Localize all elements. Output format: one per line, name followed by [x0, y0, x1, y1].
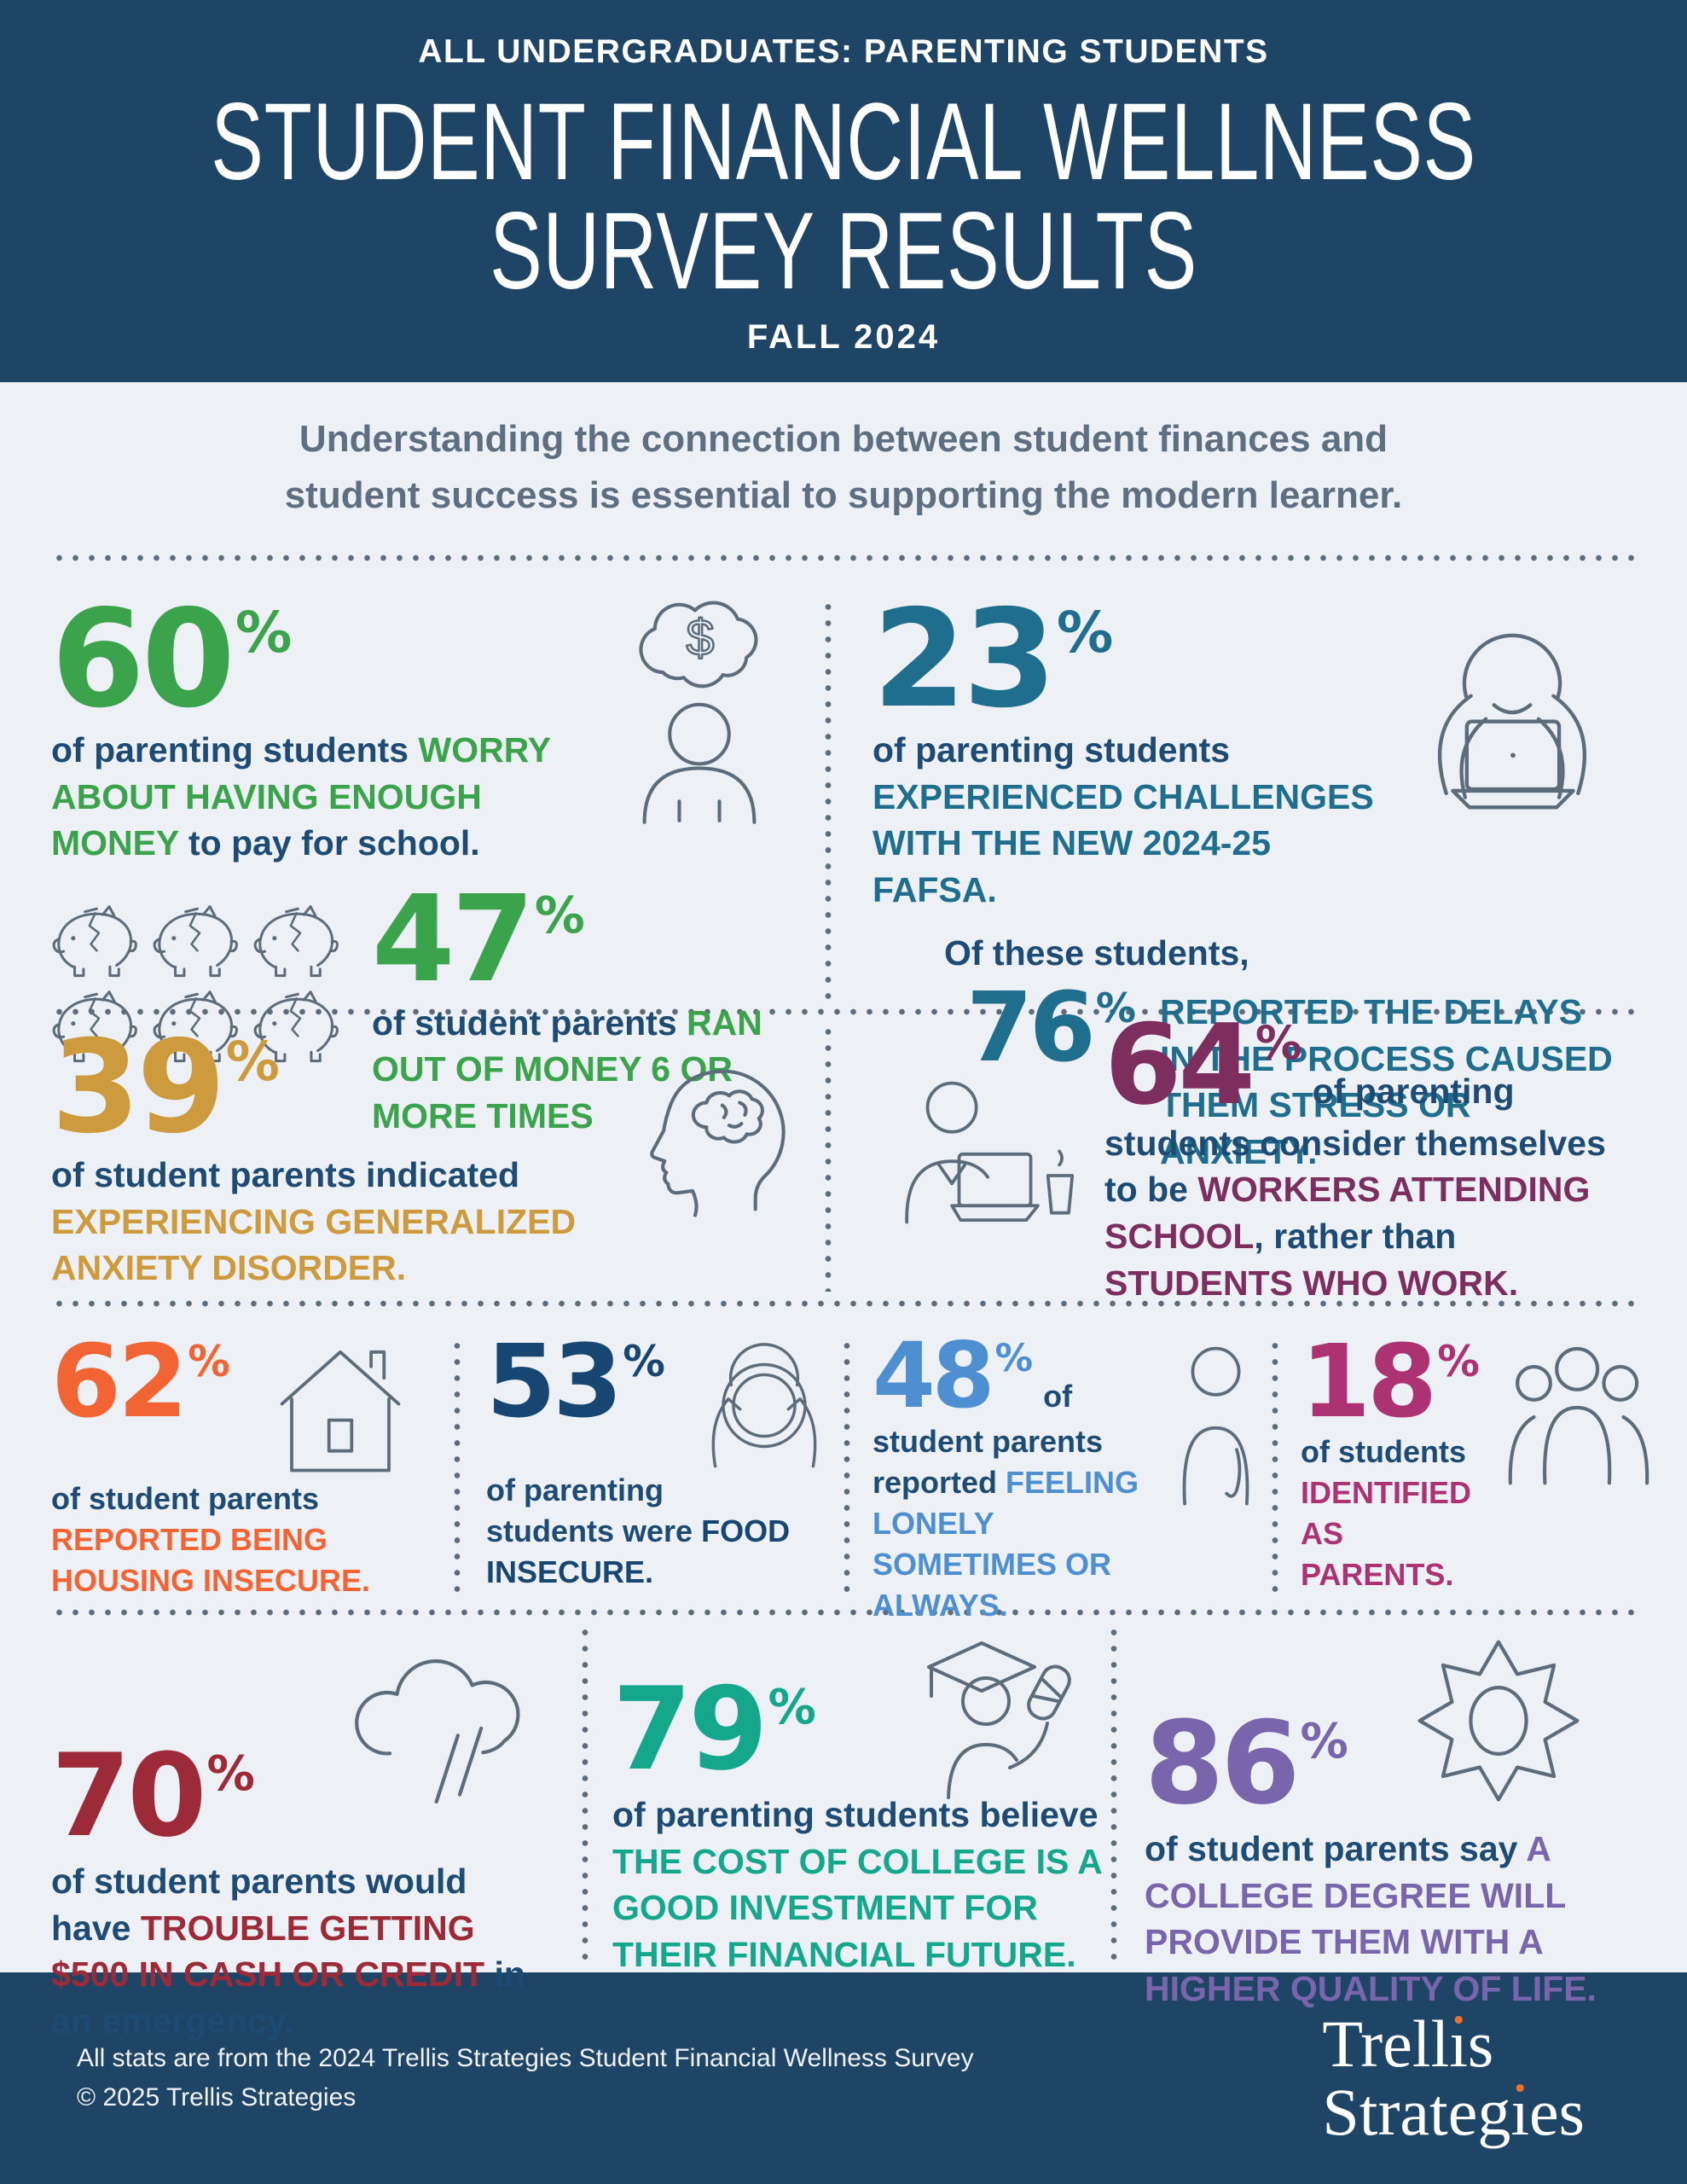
header-kicker: ALL UNDERGRADUATES: PARENTING STUDENTS — [418, 33, 1269, 70]
dotted-divider-vertical — [823, 1024, 833, 1292]
dotted-divider — [51, 1298, 1636, 1309]
stat-47-text: of student parents RAN OUT OF MONEY 6 OR… — [372, 1002, 762, 1136]
footer-note: All stats are from the 2024 Trellis Stra… — [77, 2039, 974, 2118]
stat-workers-cell: 64%of parenting students consider themse… — [833, 1009, 1636, 1306]
row-money-worries: 60% of parenting students WORRY ABOUT HA… — [0, 563, 1687, 1171]
svg-text:$: $ — [687, 609, 715, 666]
trellis-strategies-logo: Trellıs Strategıes — [1322, 2010, 1585, 2146]
piggy-bank-icon — [252, 903, 348, 981]
piggy-bank-icon — [51, 903, 147, 981]
stat-62-text: of student parents REPORTED BEING HOUSIN… — [51, 1481, 371, 1598]
plate-hands-icon — [711, 1343, 817, 1468]
stat-lonely-cell: 48%of student parents reported FEELING L… — [852, 1331, 1270, 1623]
header-subtitle: FALL 2024 — [746, 318, 941, 356]
stat-62-value: 62% — [51, 1322, 230, 1440]
dotted-divider-vertical — [1109, 1624, 1119, 1966]
stat-23-text: of parenting students EXPERIENCED CHALLEN… — [872, 730, 1374, 909]
stat-emergency-cell: 70% of student parents would have TROUBL… — [51, 1618, 580, 2041]
graduate-diploma-icon — [927, 1641, 1071, 1799]
logo-word-trellis: Trellıs — [1322, 2007, 1494, 2082]
header-banner: ALL UNDERGRADUATES: PARENTING STUDENTS S… — [0, 0, 1687, 382]
stat-39-value: 39% — [51, 1014, 280, 1163]
house-icon — [280, 1350, 401, 1472]
stat-food-cell: 53% of parenting students were FOOD INSE… — [462, 1331, 842, 1607]
stat-anxiety-cell: 39% of student parents indicated EXPERIE… — [51, 1024, 823, 1292]
stat-64-value: 64% — [1104, 999, 1302, 1130]
footer-banner: All stats are from the 2024 Trellis Stra… — [0, 1972, 1687, 2184]
row-outlook: 70% of student parents would have TROUBL… — [0, 1618, 1687, 2041]
stat-parents-cell: 18% of students IDENTIFIED AS PARENTS. — [1280, 1331, 1669, 1607]
dotted-divider-vertical — [580, 1624, 590, 1966]
stat-53-value: 53% — [486, 1322, 665, 1440]
stat-39-text: of student parents indicated EXPERIENCIN… — [51, 1155, 577, 1288]
stat-60-text: of parenting students WORRY ABOUT HAVING… — [51, 730, 551, 863]
stat-47-value: 47% — [372, 869, 585, 1009]
worker-coffee-icon — [905, 1081, 1075, 1224]
stat-housing-cell: 62% of student parents REPORTED BEING HO… — [51, 1331, 452, 1607]
intro-text: Understanding the connection between stu… — [284, 418, 1403, 516]
dotted-divider — [51, 1607, 1636, 1618]
stat-18-text: of students IDENTIFIED AS PARENTS. — [1301, 1434, 1472, 1592]
fafsa-followup-lead: Of these students, — [944, 933, 1249, 973]
dotted-divider-vertical — [823, 599, 833, 1000]
rain-cloud-icon — [355, 1659, 520, 1804]
stat-18-value: 18% — [1301, 1322, 1480, 1440]
sun-icon — [1417, 1640, 1580, 1802]
footer-note-line2: © 2025 Trellis Strategies — [77, 2083, 357, 2111]
stat-fafsa-cell: 23% of parenting students EXPERIENCED CHA… — [833, 581, 1636, 1171]
brain-head-icon — [650, 1069, 786, 1217]
row-insecurity: 62% of student parents REPORTED BEING HO… — [0, 1309, 1687, 1623]
stat-64-text: 64%of parenting students consider themse… — [1104, 999, 1606, 1303]
thought-dollar-icon: $ — [639, 601, 758, 824]
stat-worry-money-cell: 60% of parenting students WORRY ABOUT HA… — [51, 581, 823, 1136]
dotted-divider-vertical — [452, 1338, 462, 1600]
stat-79-text: of parenting students believe THE COST O… — [612, 1795, 1102, 1974]
stat-86-value: 86% — [1145, 1697, 1348, 1830]
logo-orange-i-dot: ı — [1449, 2007, 1468, 2082]
stat-48-text: 48%of student parents reported FEELING L… — [872, 1323, 1139, 1623]
stat-60-value: 60% — [51, 581, 293, 738]
stat-86-text: of student parents say A COLLEGE DEGREE … — [1145, 1829, 1597, 2008]
page-title-line2: SURVEY RESULTS — [490, 190, 1197, 312]
logo-orange-i-dot: ı — [1510, 2075, 1530, 2149]
logo-word-strategies: Strategıes — [1322, 2075, 1585, 2149]
dotted-divider-vertical — [1270, 1338, 1280, 1600]
row-anxiety-workers: 39% of student parents indicated EXPERIE… — [0, 1009, 1687, 1303]
dotted-divider — [51, 553, 1636, 563]
dotted-divider-vertical — [842, 1338, 852, 1600]
stat-76-value: 76% — [966, 973, 1136, 1084]
stressed-laptop-icon — [1437, 633, 1587, 810]
stat-investment-cell: 79% of parenting students believe THE CO… — [590, 1618, 1109, 1974]
stat-70-value: 70% — [51, 1729, 255, 1862]
family-icon — [1508, 1346, 1649, 1485]
stat-degree-cell: 86% of student parents say A COLLEGE DEG… — [1119, 1618, 1636, 2008]
stat-79-value: 79% — [612, 1663, 816, 1796]
stat-48-value: 48% — [872, 1323, 1034, 1428]
intro-section: Understanding the connection between stu… — [0, 382, 1687, 553]
stat-70-text: of student parents would have TROUBLE GE… — [51, 1862, 525, 2041]
stat-76-text: REPORTED THE DELAYS IN THE PROCESS CAUSE… — [1159, 992, 1613, 1171]
dotted-divider — [51, 1007, 1636, 1017]
stat-23-value: 23% — [872, 581, 1114, 738]
lonely-person-icon — [1182, 1346, 1249, 1506]
footer-note-line1: All stats are from the 2024 Trellis Stra… — [77, 2043, 974, 2072]
page-title-line1: STUDENT FINANCIAL WELLNESS — [211, 81, 1476, 203]
piggy-bank-icon — [152, 903, 247, 981]
stat-53-text: of parenting students were FOOD INSECURE… — [486, 1472, 791, 1589]
